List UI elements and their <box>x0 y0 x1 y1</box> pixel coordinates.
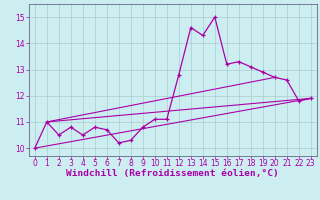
X-axis label: Windchill (Refroidissement éolien,°C): Windchill (Refroidissement éolien,°C) <box>67 169 279 178</box>
